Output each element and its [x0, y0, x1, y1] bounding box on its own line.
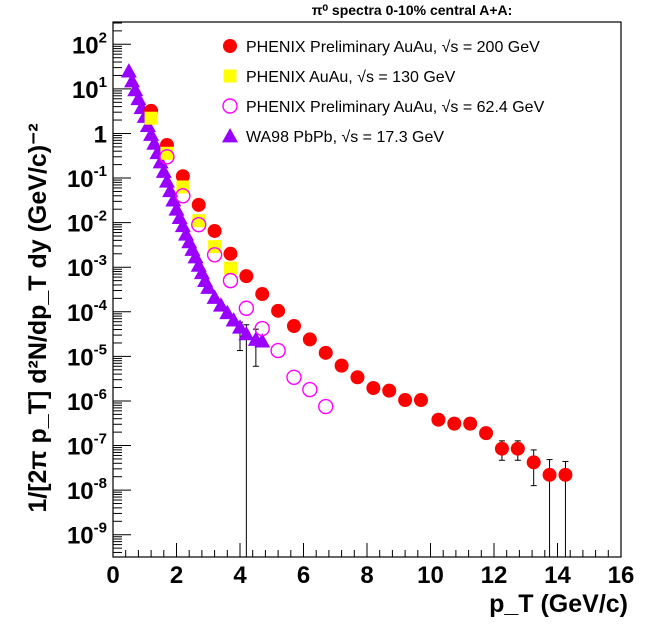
legend: π⁰ spectra 0-10% central A+A: PHENIX Pre… — [222, 2, 545, 146]
data-point — [222, 272, 239, 289]
series-1 — [144, 111, 237, 275]
y-tick-label: 10-6 — [67, 386, 107, 416]
data-point — [398, 393, 413, 408]
data-point — [558, 467, 573, 482]
data-point — [542, 467, 557, 482]
y-tick-label: 102 — [72, 29, 107, 59]
legend-marker — [222, 98, 238, 114]
legend-entry-label: PHENIX Preliminary AuAu, √s = 200 GeV — [246, 39, 540, 56]
data-point — [212, 297, 229, 312]
legend-entry-label: PHENIX Preliminary AuAu, √s = 62.4 GeV — [246, 99, 545, 116]
y-tick-label: 10-9 — [67, 520, 107, 550]
data-point — [239, 269, 254, 284]
data-point — [463, 416, 478, 431]
data-point — [286, 369, 302, 385]
data-point — [413, 393, 428, 408]
y-tick-label: 10-1 — [67, 163, 107, 193]
y-tick-label: 10-2 — [67, 208, 107, 238]
data-point — [286, 319, 301, 334]
legend-marker — [223, 39, 237, 53]
data-point — [302, 381, 318, 398]
legend-marker — [222, 128, 238, 143]
x-tick-label: 8 — [360, 562, 373, 589]
data-point — [431, 412, 446, 427]
data-point — [366, 381, 381, 396]
data-point — [219, 304, 236, 320]
data-point — [206, 247, 223, 263]
data-point — [526, 455, 541, 470]
data-markers — [120, 63, 573, 482]
data-point — [447, 416, 462, 431]
axis-ticks — [112, 22, 622, 557]
data-point — [120, 63, 137, 78]
y-tick-label: 1 — [94, 121, 107, 148]
data-point — [479, 426, 494, 441]
y-tick-label: 10-7 — [67, 431, 107, 461]
data-point — [175, 188, 191, 204]
y-axis-title: 1/[2π p_T] d²N/dp_T dy (GeV/c)⁻² — [24, 123, 52, 512]
data-point — [271, 303, 286, 318]
data-point — [350, 370, 365, 385]
legend-title: π⁰ spectra 0-10% central A+A: — [312, 2, 513, 18]
legend-entry-label: PHENIX AuAu, √s = 130 GeV — [246, 69, 456, 86]
x-tick-label: 6 — [297, 562, 310, 589]
data-point — [162, 182, 179, 198]
data-point — [232, 319, 248, 334]
data-point — [160, 146, 174, 160]
data-point — [191, 197, 206, 212]
data-point — [223, 261, 237, 275]
series-3 — [120, 63, 271, 348]
x-tick-label: 2 — [170, 562, 183, 589]
x-tick-label: 16 — [608, 562, 635, 589]
data-point — [223, 246, 238, 261]
data-point — [176, 180, 190, 194]
data-point — [158, 173, 175, 188]
data-point — [175, 169, 190, 184]
y-tick-label: 101 — [72, 74, 107, 104]
data-point — [270, 342, 286, 359]
y-tick-label: 10-8 — [67, 475, 107, 505]
data-point — [159, 149, 175, 165]
legend-entry-label: WA98 PbPb, √s = 17.3 GeV — [246, 129, 444, 146]
x-tick-label: 4 — [233, 562, 247, 589]
data-point — [192, 214, 206, 228]
data-point — [144, 111, 158, 125]
data-point — [302, 332, 317, 347]
y-tick-label: 10-3 — [67, 252, 107, 282]
series-0 — [144, 103, 573, 482]
data-point — [334, 358, 349, 373]
data-point — [510, 441, 525, 456]
data-point — [191, 216, 207, 233]
data-point — [382, 383, 397, 398]
x-axis-title: p_T (GeV/c) — [489, 590, 628, 618]
y-tick-label: 10-4 — [67, 297, 108, 327]
data-point — [238, 325, 255, 341]
x-tick-label: 14 — [544, 562, 571, 589]
data-point — [254, 320, 270, 337]
error-bars — [237, 321, 569, 557]
data-point — [318, 398, 334, 415]
data-point — [318, 345, 333, 360]
y-tick-label: 10-5 — [67, 341, 107, 371]
legend-marker — [223, 69, 237, 83]
x-tick-label: 12 — [481, 562, 508, 589]
data-point — [155, 163, 172, 178]
data-point — [207, 223, 222, 238]
data-point — [146, 135, 163, 150]
data-point — [255, 287, 270, 302]
data-point — [206, 289, 223, 304]
data-point — [208, 240, 222, 254]
series-2 — [159, 149, 334, 415]
x-tick-label: 0 — [106, 562, 119, 589]
x-tick-label: 10 — [417, 562, 444, 589]
data-point — [238, 300, 255, 316]
tick-labels: 0 2 4 6 8 10 12 14 16 102 101 1 10-1 10-2 10-3 10-4 10-5… — [67, 29, 634, 589]
data-point — [200, 279, 217, 294]
data-point — [225, 312, 242, 327]
data-point — [254, 333, 271, 348]
data-point — [494, 441, 509, 456]
